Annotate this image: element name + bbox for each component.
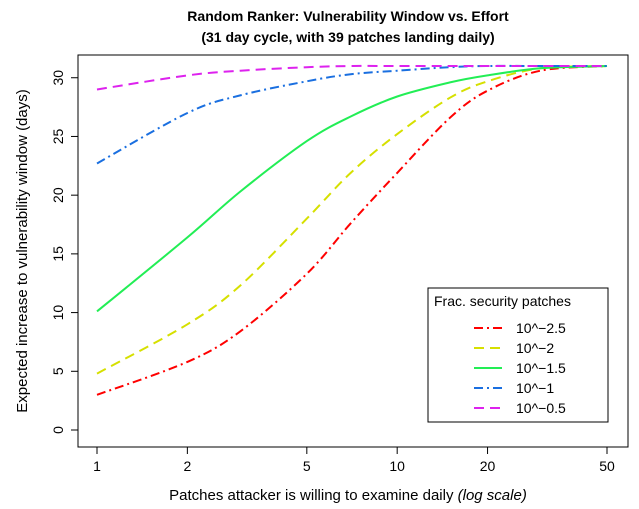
legend-title: Frac. security patches — [434, 293, 571, 309]
series-layer — [96, 64, 608, 396]
x-tick-label: 10 — [389, 458, 405, 474]
series-line-2 — [96, 65, 608, 375]
y-tick-label: 15 — [50, 246, 66, 262]
series-line-5 — [96, 64, 607, 91]
x-tick-label: 1 — [93, 458, 101, 474]
x-tick-label: 2 — [183, 458, 191, 474]
legend-label: 10^−2.5 — [516, 320, 566, 336]
legend-label: 10^−0.5 — [516, 400, 566, 416]
chart-title: Random Ranker: Vulnerability Window vs. … — [187, 8, 509, 24]
series-line-3 — [96, 65, 608, 313]
y-tick-label: 30 — [50, 70, 66, 86]
series-line-4 — [96, 64, 607, 165]
legend-label: 10^−1 — [516, 380, 554, 396]
legend: Frac. security patches 10^−2.5 10^−2 10^−1… — [427, 287, 609, 423]
y-axis-label: Expected increase to vulnerability windo… — [14, 89, 31, 413]
plot-frame — [77, 54, 629, 448]
x-tick-label: 50 — [599, 458, 615, 474]
series-line-1 — [96, 65, 608, 396]
y-tick-label: 5 — [50, 367, 66, 375]
chart-subtitle: (31 day cycle, with 39 patches landing d… — [201, 29, 494, 45]
y-tick-label: 0 — [50, 426, 66, 434]
x-tick-label: 5 — [303, 458, 311, 474]
y-tick-label: 10 — [50, 305, 66, 321]
x-axis: 1 2 5 10 20 50 — [93, 447, 615, 474]
legend-label: 10^−2 — [516, 340, 554, 356]
legend-box — [427, 287, 609, 423]
legend-label: 10^−1.5 — [516, 360, 566, 376]
y-axis: 0 5 10 15 20 25 30 — [50, 70, 78, 434]
y-tick-label: 25 — [50, 128, 66, 144]
y-tick-label: 20 — [50, 187, 66, 203]
x-tick-label: 20 — [480, 458, 496, 474]
x-axis-label: Patches attacker is willing to examine d… — [169, 487, 527, 504]
